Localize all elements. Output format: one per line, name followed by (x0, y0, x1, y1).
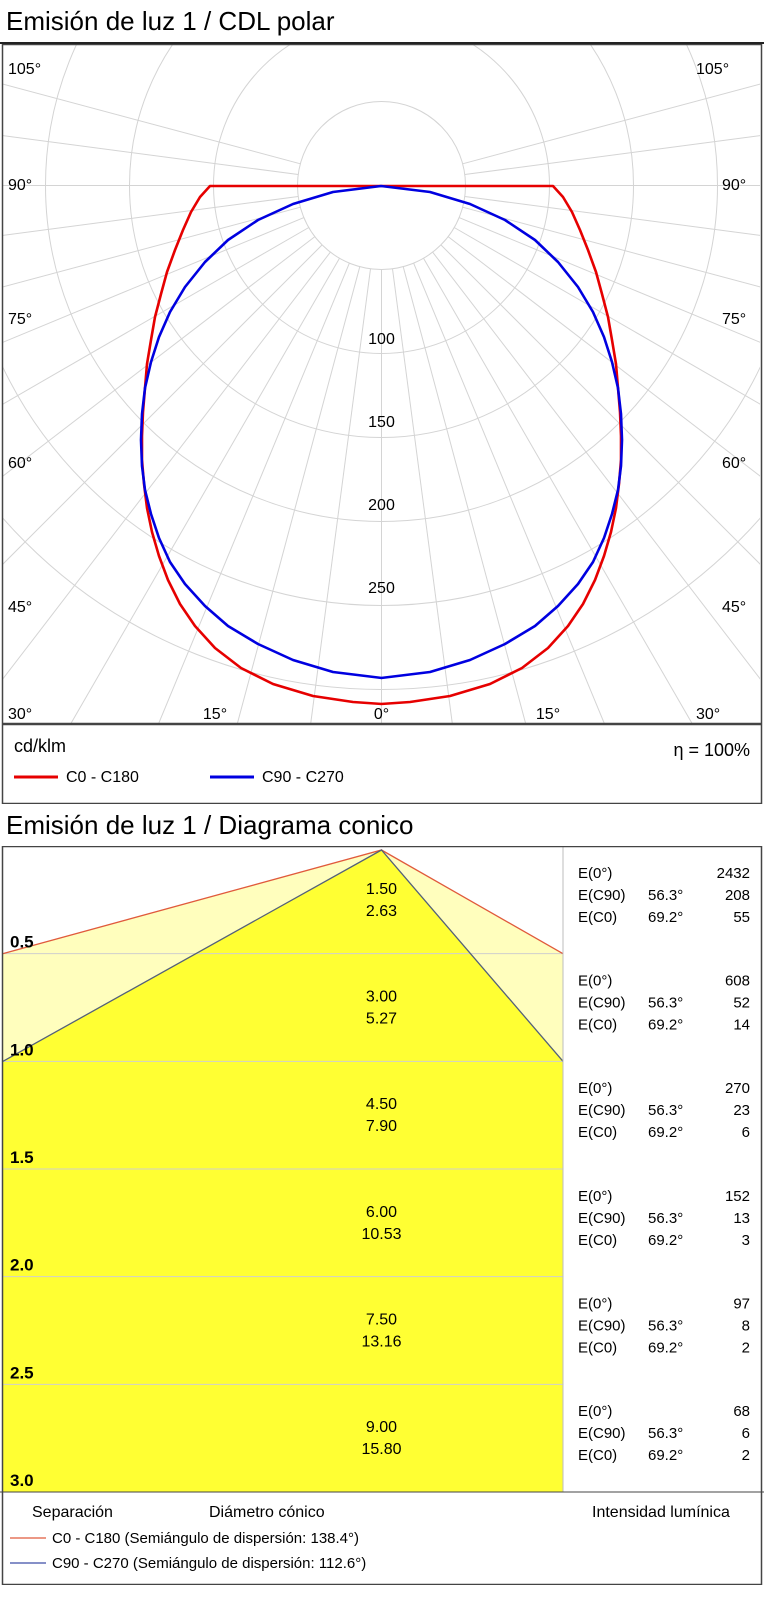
svg-text:3: 3 (742, 1232, 750, 1249)
svg-text:69.2°: 69.2° (648, 1017, 683, 1034)
svg-text:23: 23 (733, 1102, 750, 1119)
svg-text:C0 - C180: C0 - C180 (66, 769, 139, 786)
svg-text:15°: 15° (536, 706, 560, 723)
svg-text:E(C0): E(C0) (578, 1124, 617, 1141)
svg-text:E(C0): E(C0) (578, 1017, 617, 1034)
svg-text:C90 - C270: C90 - C270 (262, 769, 344, 786)
svg-text:9.00: 9.00 (366, 1419, 397, 1436)
svg-text:C0 - C180 (Semiángulo de dispe: C0 - C180 (Semiángulo de dispersión: 138… (52, 1530, 359, 1547)
svg-text:η = 100%: η = 100% (673, 740, 750, 760)
svg-text:1.50: 1.50 (366, 881, 397, 898)
svg-text:E(C0): E(C0) (578, 1232, 617, 1249)
svg-text:0°: 0° (374, 706, 389, 723)
svg-text:105°: 105° (696, 61, 729, 78)
svg-text:150: 150 (368, 414, 395, 431)
svg-text:97: 97 (733, 1296, 750, 1313)
svg-text:152: 152 (725, 1188, 750, 1205)
svg-text:56.3°: 56.3° (648, 887, 683, 904)
svg-text:Diámetro cónico: Diámetro cónico (209, 1504, 325, 1521)
svg-text:56.3°: 56.3° (648, 995, 683, 1012)
svg-text:E(C0): E(C0) (578, 1447, 617, 1464)
svg-text:2: 2 (742, 1340, 750, 1357)
svg-text:608: 608 (725, 973, 750, 990)
svg-text:69.2°: 69.2° (648, 1124, 683, 1141)
svg-text:1.0: 1.0 (10, 1040, 34, 1059)
svg-text:30°: 30° (696, 706, 720, 723)
svg-text:45°: 45° (722, 599, 746, 616)
svg-text:E(0°): E(0°) (578, 1188, 612, 1205)
svg-text:69.2°: 69.2° (648, 1340, 683, 1357)
svg-text:4.50: 4.50 (366, 1096, 397, 1113)
svg-text:E(C90): E(C90) (578, 1210, 626, 1227)
svg-text:68: 68 (733, 1403, 750, 1420)
svg-text:7.90: 7.90 (366, 1118, 397, 1135)
svg-text:C90 - C270 (Semiángulo de disp: C90 - C270 (Semiángulo de dispersión: 11… (52, 1555, 366, 1572)
svg-text:56.3°: 56.3° (648, 1425, 683, 1442)
svg-text:69.2°: 69.2° (648, 909, 683, 926)
svg-text:200: 200 (368, 497, 395, 514)
svg-text:E(C0): E(C0) (578, 1340, 617, 1357)
svg-text:6.00: 6.00 (366, 1204, 397, 1221)
svg-text:6: 6 (742, 1425, 750, 1442)
svg-text:56.3°: 56.3° (648, 1318, 683, 1335)
svg-text:56.3°: 56.3° (648, 1102, 683, 1119)
svg-text:13.16: 13.16 (361, 1334, 401, 1351)
svg-text:3.00: 3.00 (366, 989, 397, 1006)
svg-text:69.2°: 69.2° (648, 1447, 683, 1464)
svg-text:75°: 75° (8, 311, 32, 328)
svg-text:E(C90): E(C90) (578, 887, 626, 904)
svg-text:E(C90): E(C90) (578, 1425, 626, 1442)
svg-text:55: 55 (733, 909, 750, 926)
svg-text:0.5: 0.5 (10, 933, 34, 952)
svg-text:E(C90): E(C90) (578, 995, 626, 1012)
svg-text:2432: 2432 (717, 865, 750, 882)
svg-text:E(0°): E(0°) (578, 1296, 612, 1313)
svg-text:60°: 60° (8, 455, 32, 472)
svg-text:2.5: 2.5 (10, 1363, 34, 1382)
svg-text:1.5: 1.5 (10, 1148, 34, 1167)
svg-text:15.80: 15.80 (361, 1441, 401, 1458)
svg-text:56.3°: 56.3° (648, 1210, 683, 1227)
svg-text:270: 270 (725, 1080, 750, 1097)
svg-text:250: 250 (368, 580, 395, 597)
svg-text:69.2°: 69.2° (648, 1232, 683, 1249)
svg-text:105°: 105° (8, 61, 41, 78)
svg-text:Separación: Separación (32, 1504, 113, 1521)
svg-text:75°: 75° (722, 311, 746, 328)
svg-text:100: 100 (368, 331, 395, 348)
svg-text:60°: 60° (722, 455, 746, 472)
svg-text:14: 14 (733, 1017, 750, 1034)
svg-text:E(C90): E(C90) (578, 1102, 626, 1119)
svg-text:7.50: 7.50 (366, 1312, 397, 1329)
svg-text:Intensidad lumínica: Intensidad lumínica (592, 1504, 730, 1521)
svg-text:52: 52 (733, 995, 750, 1012)
svg-text:3.0: 3.0 (10, 1471, 34, 1490)
svg-text:E(C90): E(C90) (578, 1318, 626, 1335)
svg-text:45°: 45° (8, 599, 32, 616)
svg-text:8: 8 (742, 1318, 750, 1335)
svg-text:5.27: 5.27 (366, 1011, 397, 1028)
svg-text:E(0°): E(0°) (578, 865, 612, 882)
svg-text:2.63: 2.63 (366, 903, 397, 920)
svg-text:2: 2 (742, 1447, 750, 1464)
svg-text:10.53: 10.53 (361, 1226, 401, 1243)
svg-text:2.0: 2.0 (10, 1256, 34, 1275)
svg-text:90°: 90° (8, 177, 32, 194)
svg-text:E(0°): E(0°) (578, 1080, 612, 1097)
svg-text:15°: 15° (203, 706, 227, 723)
svg-text:cd/klm: cd/klm (14, 736, 66, 756)
svg-text:E(C0): E(C0) (578, 909, 617, 926)
svg-text:90°: 90° (722, 177, 746, 194)
svg-text:13: 13 (733, 1210, 750, 1227)
svg-text:6: 6 (742, 1124, 750, 1141)
svg-text:E(0°): E(0°) (578, 1403, 612, 1420)
svg-text:30°: 30° (8, 706, 32, 723)
svg-text:208: 208 (725, 887, 750, 904)
svg-text:E(0°): E(0°) (578, 973, 612, 990)
